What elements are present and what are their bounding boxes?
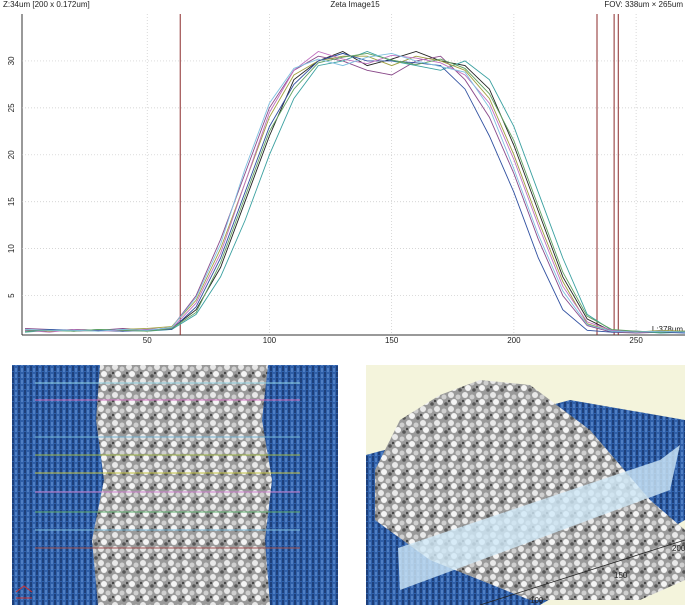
y-tick-label: 5 (7, 293, 16, 298)
y-tick-label: 15 (7, 197, 16, 206)
header-right: FOV: 338um × 265um (604, 0, 683, 9)
length-label: L:378um (652, 325, 683, 334)
axis-label: 150 (614, 571, 628, 580)
x-tick-label: 50 (143, 336, 152, 345)
scan-lines (35, 382, 300, 549)
axis-icon (15, 585, 33, 599)
x-tick-label: 150 (385, 336, 399, 345)
profile-line (24, 55, 685, 333)
y-tick-label: 25 (7, 103, 16, 112)
top-view-image (12, 365, 338, 605)
axis-label: 200 (672, 544, 685, 553)
x-tick-label: 250 (629, 336, 643, 345)
section-plane (398, 445, 680, 590)
chart: 5 10 15 20 25 30 50 100 150 200 250 (7, 14, 685, 345)
profile-line (24, 52, 685, 333)
x-tick-label: 100 (263, 336, 277, 345)
axis-label: 100 (530, 596, 544, 605)
deposit (92, 365, 272, 605)
surface-view-image: 100 150 200 (366, 365, 685, 605)
chart-title: Zeta Image15 (330, 0, 380, 9)
y-tick-label: 10 (7, 244, 16, 253)
header-left: Z:34um [200 x 0.172um] (3, 0, 90, 9)
profile-line (24, 52, 685, 333)
x-tick-label: 200 (507, 336, 521, 345)
y-tick-label: 30 (7, 56, 16, 65)
axis-line (479, 539, 685, 605)
y-tick-label: 20 (7, 150, 16, 159)
